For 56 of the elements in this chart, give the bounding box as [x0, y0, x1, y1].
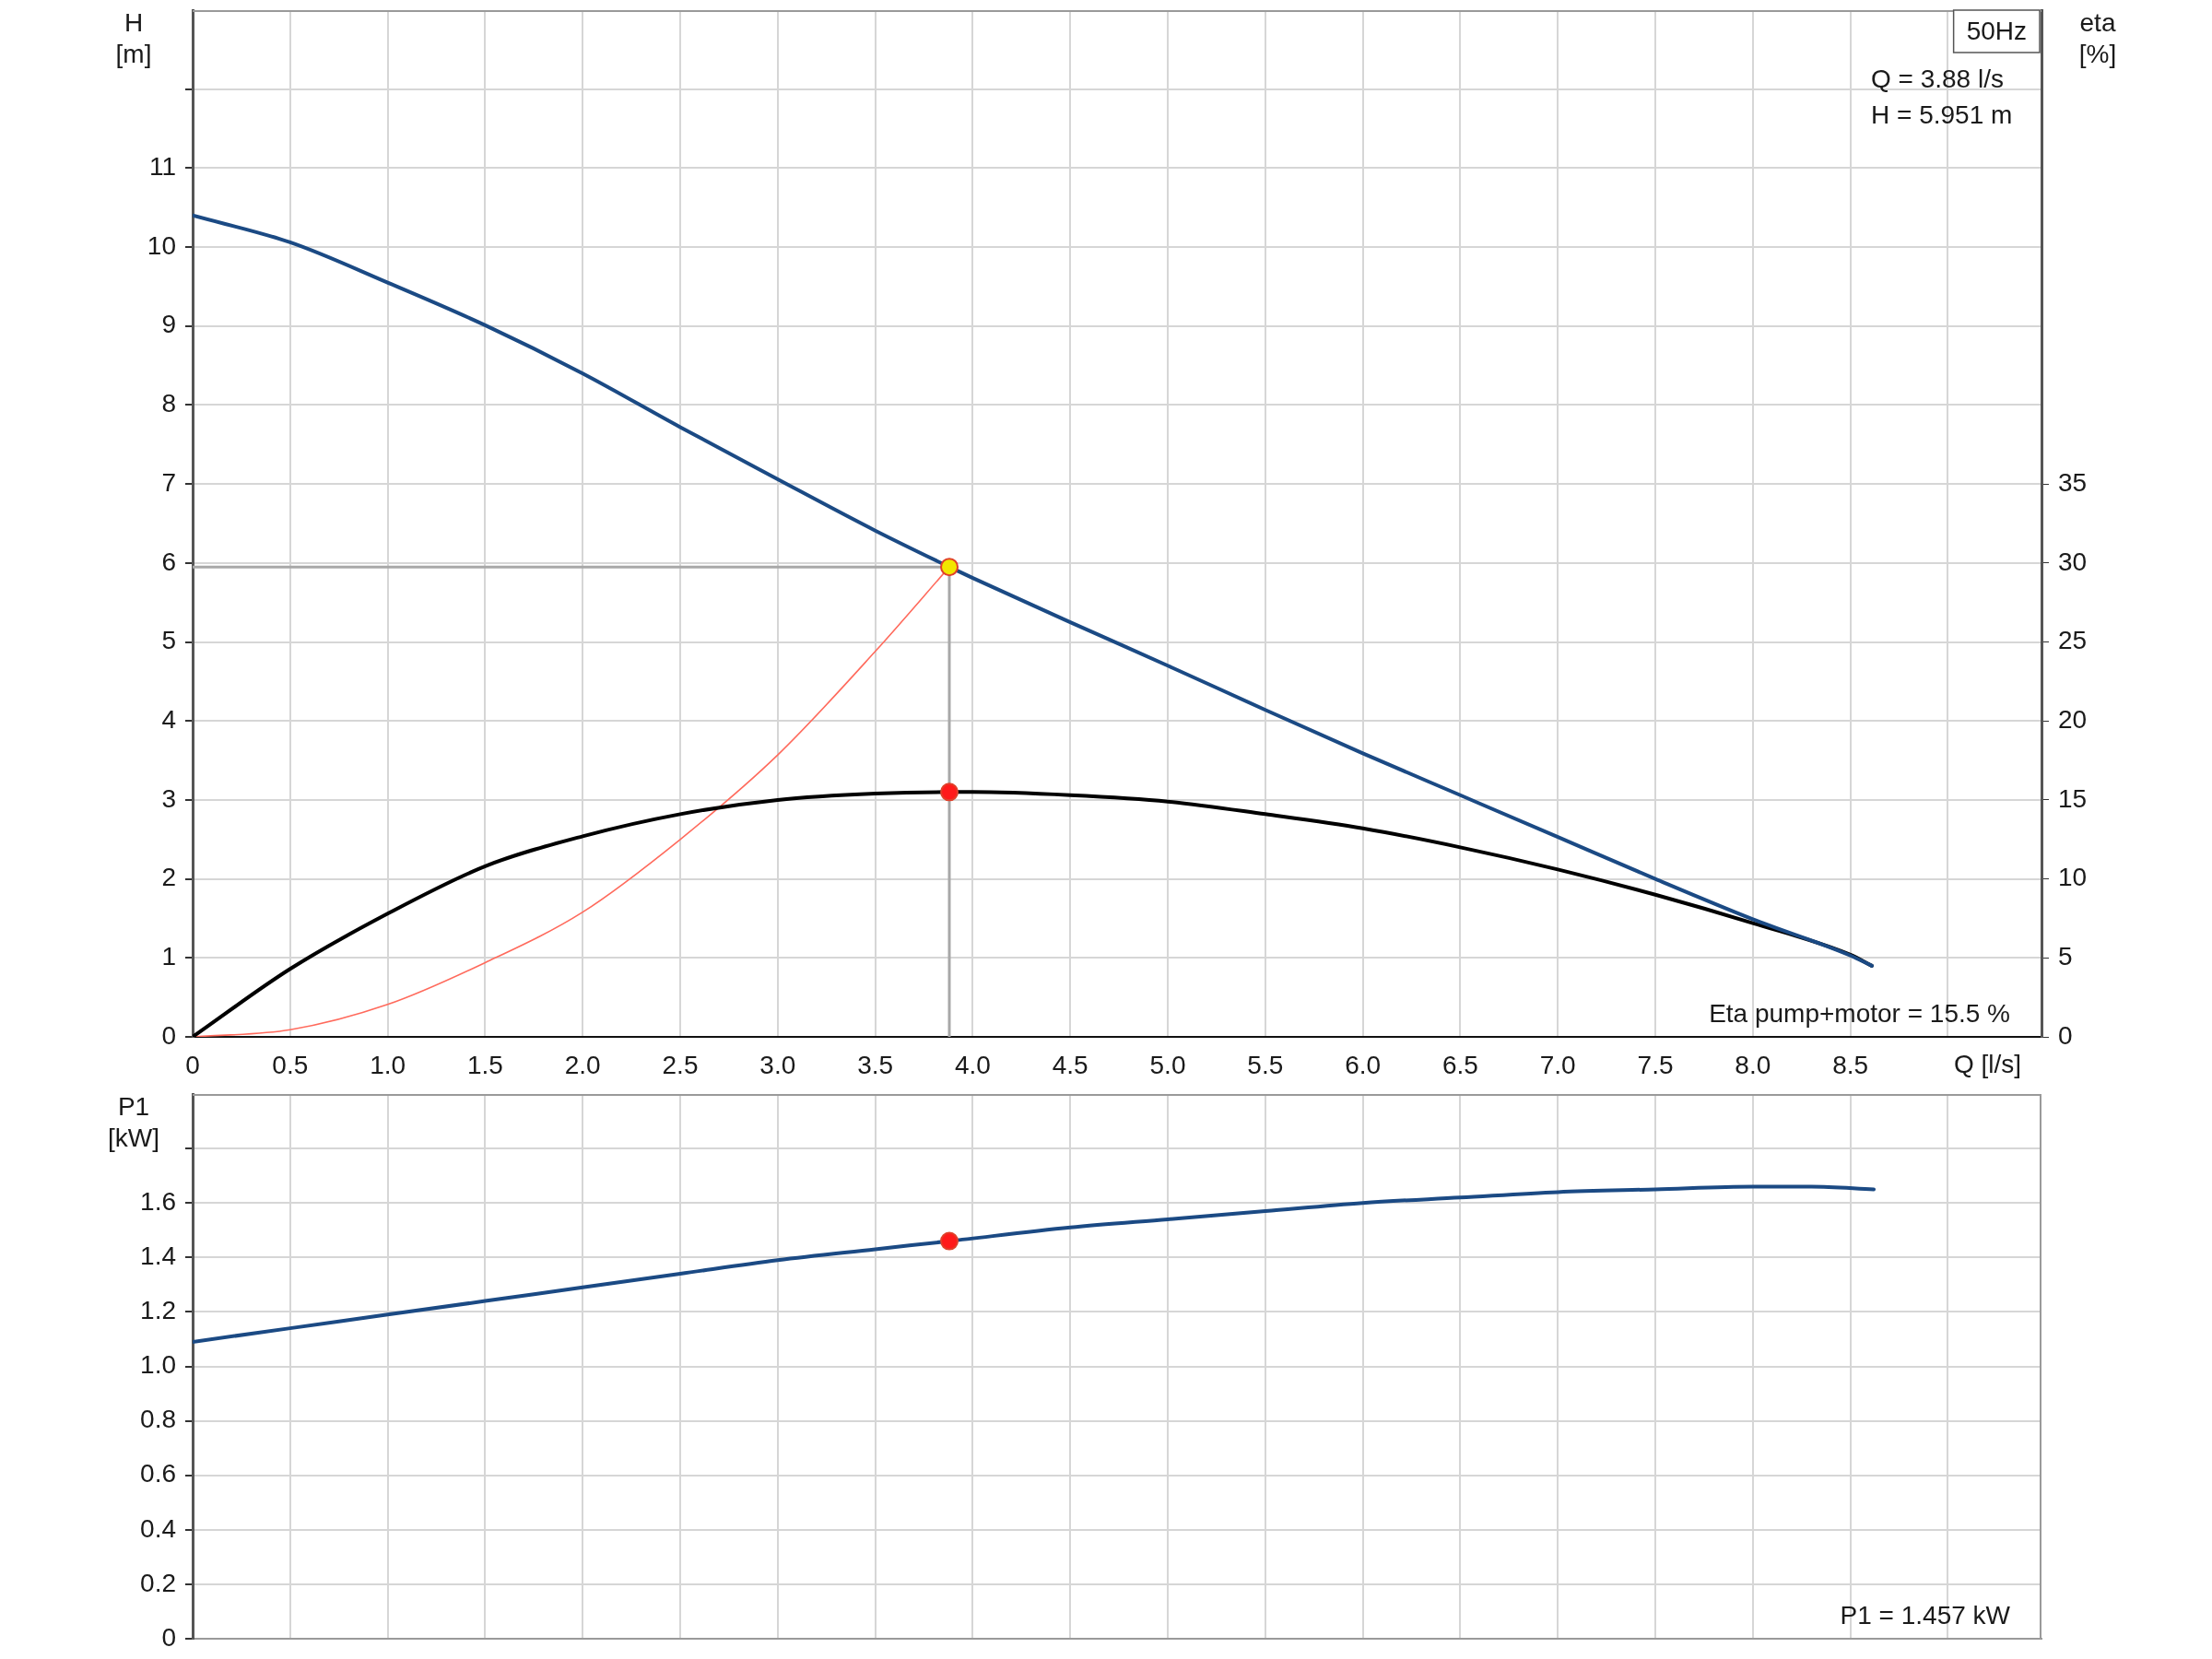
annotation: Q = 3.88 l/s: [1871, 64, 2004, 93]
y-tick-label: 0.6: [140, 1459, 176, 1488]
y-tick-label: 6: [161, 547, 176, 576]
y2-tick-label: 10: [2058, 863, 2088, 892]
x-tick-label: 2.5: [662, 1050, 699, 1079]
x-tick-label: 0.5: [272, 1050, 309, 1079]
y-axis-title: P1 [kW]: [108, 1091, 159, 1152]
chart-title: 50Hz: [1966, 16, 2028, 45]
y-tick-label: 0.2: [140, 1568, 176, 1597]
y-tick-label: 1.0: [140, 1350, 176, 1380]
y-tick-label: 11: [148, 152, 176, 182]
y-tick-label: 1.6: [140, 1186, 176, 1216]
y-tick-label: 1.2: [140, 1296, 176, 1325]
y-tick-label: 7: [161, 467, 176, 497]
x-tick-label: 6.5: [1441, 1050, 1478, 1079]
x-tick-label: 3.5: [857, 1050, 894, 1079]
x-axis-title: Q [l/s]: [1953, 1049, 2021, 1078]
y-tick-label: 1: [161, 942, 176, 971]
y2-tick-label: 0: [2058, 1020, 2073, 1050]
y-tick-label: 0: [161, 1622, 176, 1652]
annotation: Eta pump+motor = 15.5 %: [1709, 998, 2010, 1028]
x-tick-label: 0: [185, 1050, 200, 1079]
x-tick-label: 3.0: [759, 1050, 796, 1079]
x-tick-label: 1.5: [466, 1050, 503, 1079]
y2-tick-label: 5: [2058, 942, 2073, 971]
x-tick-label: 8.0: [1735, 1050, 1771, 1079]
y-tick-label: 5: [161, 626, 176, 655]
x-tick-label: 1.0: [370, 1050, 406, 1079]
x-tick-label: 4.5: [1052, 1050, 1088, 1079]
y2-tick-label: 30: [2058, 547, 2088, 576]
y-tick-label: 4: [161, 704, 176, 734]
x-tick-label: 5.0: [1149, 1050, 1186, 1079]
x-tick-label: 4.0: [954, 1050, 991, 1079]
y-tick-label: 8: [161, 389, 176, 418]
y-tick-label: 3: [161, 783, 176, 813]
y-tick-label: 9: [161, 310, 176, 339]
x-tick-label: 8.5: [1832, 1050, 1869, 1079]
y-tick-label: 0.8: [140, 1405, 176, 1434]
y-tick-label: 0: [161, 1020, 176, 1050]
y2-tick-label: 25: [2058, 626, 2088, 655]
x-tick-label: 7.5: [1637, 1050, 1674, 1079]
annotation: H = 5.951 m: [1871, 100, 2013, 129]
x-tick-label: 2.0: [564, 1050, 601, 1079]
y-tick-label: 2: [161, 863, 176, 892]
y-axis-title: H [m]: [115, 7, 152, 68]
y2-tick-label: 20: [2058, 704, 2088, 734]
y2-tick-label: 15: [2058, 783, 2088, 813]
y-tick-label: 1.4: [140, 1241, 176, 1271]
y-tick-label: 0.4: [140, 1513, 176, 1543]
y2-tick-label: 35: [2058, 467, 2088, 497]
annotation: P1 = 1.457 kW: [1840, 1600, 2011, 1630]
x-tick-label: 7.0: [1539, 1050, 1576, 1079]
x-tick-label: 6.0: [1345, 1050, 1382, 1079]
x-tick-label: 5.5: [1247, 1050, 1284, 1079]
y-tick-label: 10: [147, 230, 176, 260]
y2-axis-title: eta [%]: [2078, 7, 2117, 68]
